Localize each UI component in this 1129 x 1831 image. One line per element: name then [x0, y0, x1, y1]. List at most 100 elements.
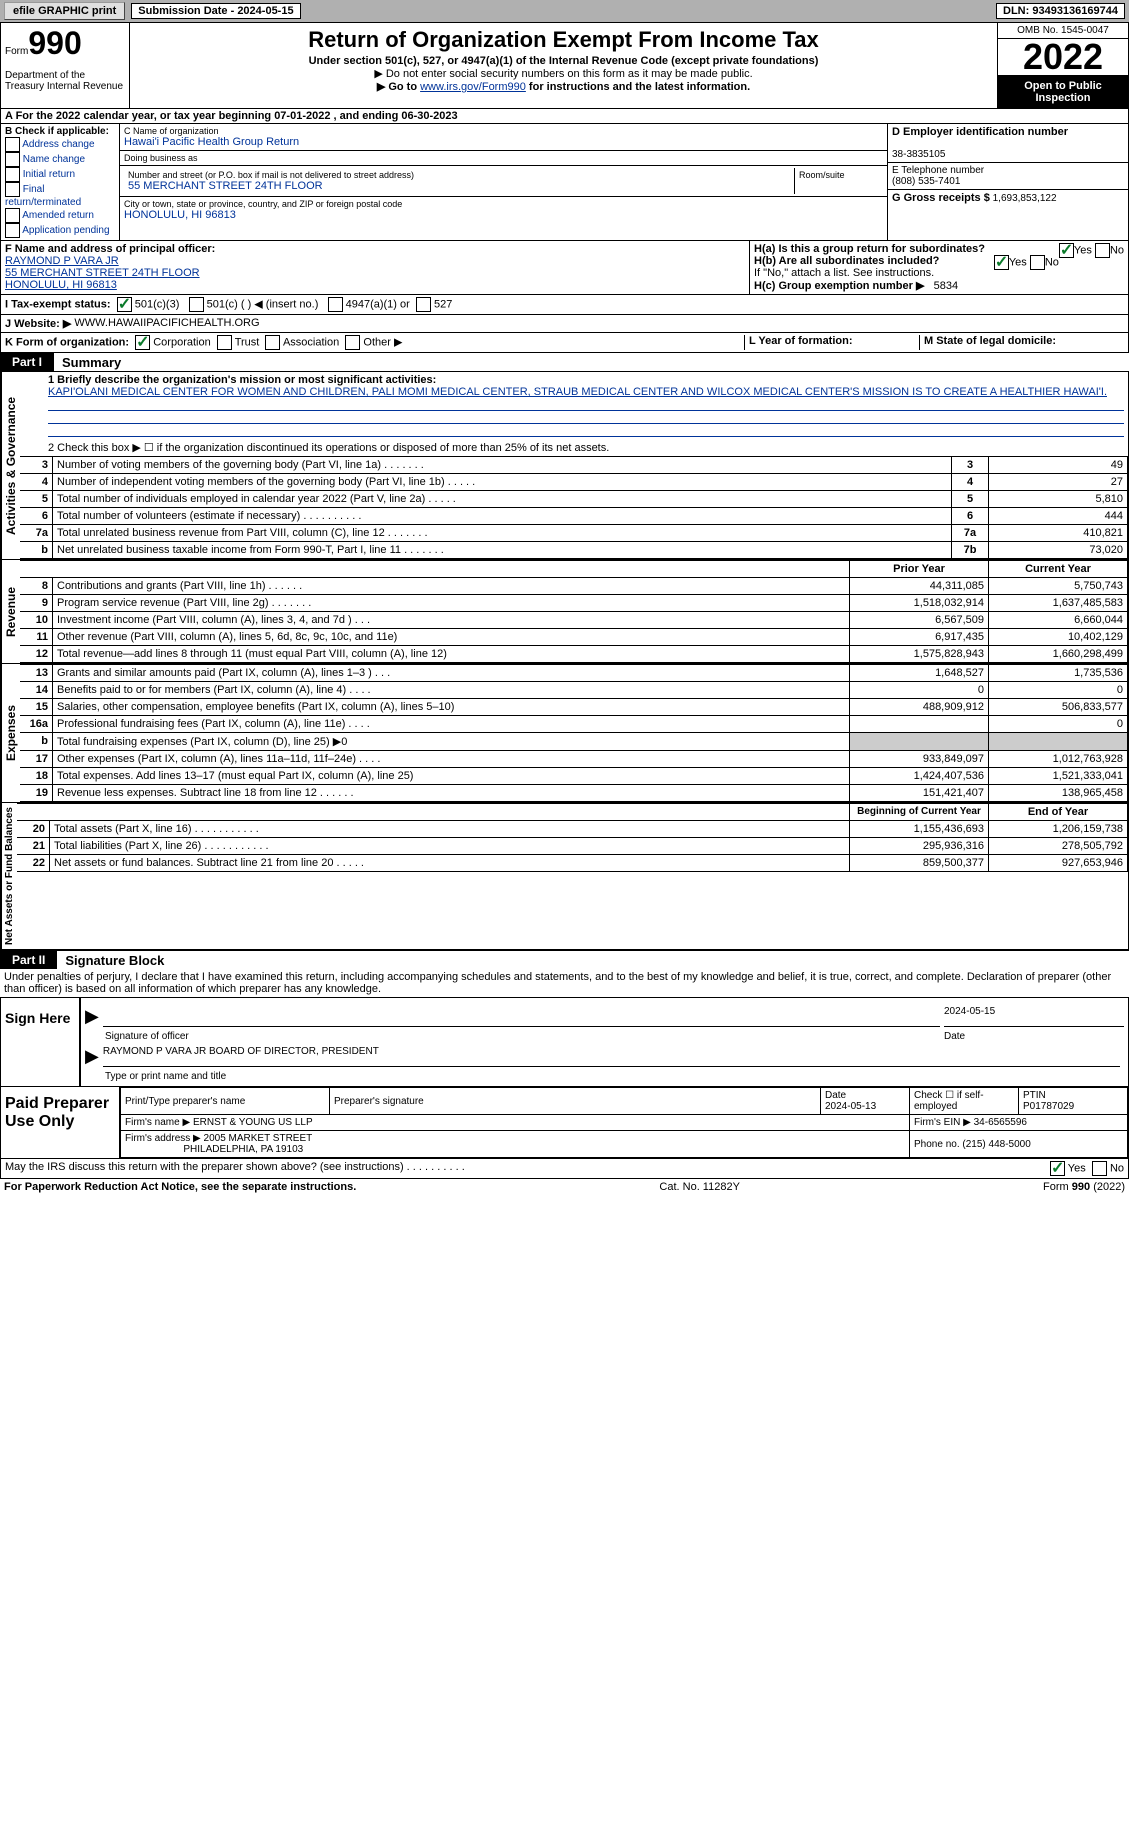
line-value: 27	[989, 474, 1128, 491]
501c-checkbox[interactable]	[189, 297, 204, 312]
website-label: J Website: ▶	[5, 317, 71, 330]
line-num: 14	[20, 682, 53, 699]
line-num: 20	[17, 821, 50, 838]
hb-yes-checkbox[interactable]	[994, 255, 1009, 270]
address-change-checkbox[interactable]	[5, 137, 20, 152]
line-desc: Net unrelated business taxable income fr…	[53, 542, 952, 559]
prior-value: 0	[850, 682, 989, 699]
line-num: 12	[20, 646, 53, 663]
self-employed-check[interactable]: Check ☐ if self-employed	[910, 1088, 1019, 1115]
gray-cell	[850, 733, 989, 751]
addr-label: Number and street (or P.O. box if mail i…	[128, 170, 790, 180]
line-desc: Total number of volunteers (estimate if …	[53, 508, 952, 525]
prior-value: 44,311,085	[850, 578, 989, 595]
line-desc: Salaries, other compensation, employee b…	[53, 699, 850, 716]
other-checkbox[interactable]	[345, 335, 360, 350]
addr-value: 55 MERCHANT STREET 24TH FLOOR	[128, 180, 790, 192]
prep-name-hdr: Print/Type preparer's name	[121, 1088, 330, 1115]
sig-label: Signature of officer	[105, 1031, 944, 1042]
sign-here-label: Sign Here	[1, 998, 81, 1086]
activities-sidelabel: Activities & Governance	[1, 372, 20, 559]
initial-return-checkbox[interactable]	[5, 167, 20, 182]
expenses-sidelabel: Expenses	[1, 664, 20, 802]
website-value: WWW.HAWAIIPACIFICHEALTH.ORG	[74, 317, 259, 330]
form-number: 990	[28, 25, 81, 61]
line-desc: Grants and similar amounts paid (Part IX…	[53, 665, 850, 682]
paid-preparer-label: Paid Preparer Use Only	[1, 1087, 120, 1158]
line-desc: Total assets (Part X, line 16) . . . . .…	[50, 821, 850, 838]
begin-value: 295,936,316	[850, 838, 989, 855]
current-value: 10,402,129	[989, 629, 1128, 646]
form-subtitle: Under section 501(c), 527, or 4947(a)(1)…	[134, 55, 993, 67]
line-box: 7a	[952, 525, 989, 542]
discuss-no-checkbox[interactable]	[1092, 1161, 1107, 1176]
line-num: 19	[20, 785, 53, 802]
sd-label: M State of legal domicile:	[924, 335, 1056, 347]
line-num: 21	[17, 838, 50, 855]
hb-no-checkbox[interactable]	[1030, 255, 1045, 270]
amended-return-checkbox[interactable]	[5, 208, 20, 223]
line-num: 9	[20, 595, 53, 612]
gross-receipts-value: 1,693,853,122	[993, 193, 1057, 204]
row-i-label: I Tax-exempt status:	[5, 298, 111, 310]
current-value: 0	[989, 682, 1128, 699]
footer-right: Form 990 (2022)	[1043, 1181, 1125, 1193]
app-pending-checkbox[interactable]	[5, 223, 20, 238]
netassets-sidelabel: Net Assets or Fund Balances	[1, 803, 17, 949]
end-year-hdr: End of Year	[989, 804, 1128, 821]
line-num: 22	[17, 855, 50, 872]
line-num: 6	[20, 508, 53, 525]
name-change-checkbox[interactable]	[5, 152, 20, 167]
line-value: 49	[989, 457, 1128, 474]
dept-treasury: Department of the Treasury Internal Reve…	[5, 70, 125, 92]
ha-yes-checkbox[interactable]	[1059, 243, 1074, 258]
irs-link[interactable]: www.irs.gov/Form990	[420, 81, 526, 93]
current-value: 6,660,044	[989, 612, 1128, 629]
efile-print-button[interactable]: efile GRAPHIC print	[4, 2, 125, 20]
ha-no-checkbox[interactable]	[1095, 243, 1110, 258]
discuss-yes-checkbox[interactable]	[1050, 1161, 1065, 1176]
trust-checkbox[interactable]	[217, 335, 232, 350]
4947-checkbox[interactable]	[328, 297, 343, 312]
line-desc: Program service revenue (Part VIII, line…	[53, 595, 850, 612]
line-num: 15	[20, 699, 53, 716]
501c3-checkbox[interactable]	[117, 297, 132, 312]
line-desc: Investment income (Part VIII, column (A)…	[53, 612, 850, 629]
prior-value: 6,917,435	[850, 629, 989, 646]
line-desc: Total fundraising expenses (Part IX, col…	[53, 733, 850, 751]
name-label: Type or print name and title	[105, 1071, 1124, 1082]
line-desc: Total number of individuals employed in …	[53, 491, 952, 508]
527-checkbox[interactable]	[416, 297, 431, 312]
assoc-checkbox[interactable]	[265, 335, 280, 350]
line-num: 18	[20, 768, 53, 785]
final-return-checkbox[interactable]	[5, 182, 20, 197]
firm-ein: 34-6565596	[974, 1117, 1027, 1128]
line-box: 6	[952, 508, 989, 525]
org-name: Hawai'i Pacific Health Group Return	[124, 136, 883, 148]
officer-name: RAYMOND P VARA JR	[5, 255, 119, 267]
prior-value: 1,648,527	[850, 665, 989, 682]
prep-date: 2024-05-13	[825, 1101, 876, 1112]
row-k-label: K Form of organization:	[5, 336, 129, 348]
prior-value: 1,575,828,943	[850, 646, 989, 663]
prior-value: 1,424,407,536	[850, 768, 989, 785]
line-num: 11	[20, 629, 53, 646]
dba-label: Doing business as	[124, 153, 883, 163]
current-value: 1,660,298,499	[989, 646, 1128, 663]
hc-label: H(c) Group exemption number ▶	[754, 280, 924, 292]
part1-tab: Part I	[0, 353, 54, 371]
prior-value: 933,849,097	[850, 751, 989, 768]
hb-label: H(b) Are all subordinates included?	[754, 255, 939, 267]
line-box: 4	[952, 474, 989, 491]
line-num: b	[20, 542, 53, 559]
officer-addr2: HONOLULU, HI 96813	[5, 279, 117, 291]
officer-signature-field[interactable]	[103, 1006, 940, 1027]
phone-value: (808) 535-7401	[892, 176, 960, 187]
open-inspection: Open to Public Inspection	[998, 76, 1128, 108]
line-num: 17	[20, 751, 53, 768]
ssn-note: ▶ Do not enter social security numbers o…	[134, 67, 993, 80]
end-value: 278,505,792	[989, 838, 1128, 855]
corp-checkbox[interactable]	[135, 335, 150, 350]
phone-label: E Telephone number	[892, 165, 984, 176]
line-desc: Total unrelated business revenue from Pa…	[53, 525, 952, 542]
